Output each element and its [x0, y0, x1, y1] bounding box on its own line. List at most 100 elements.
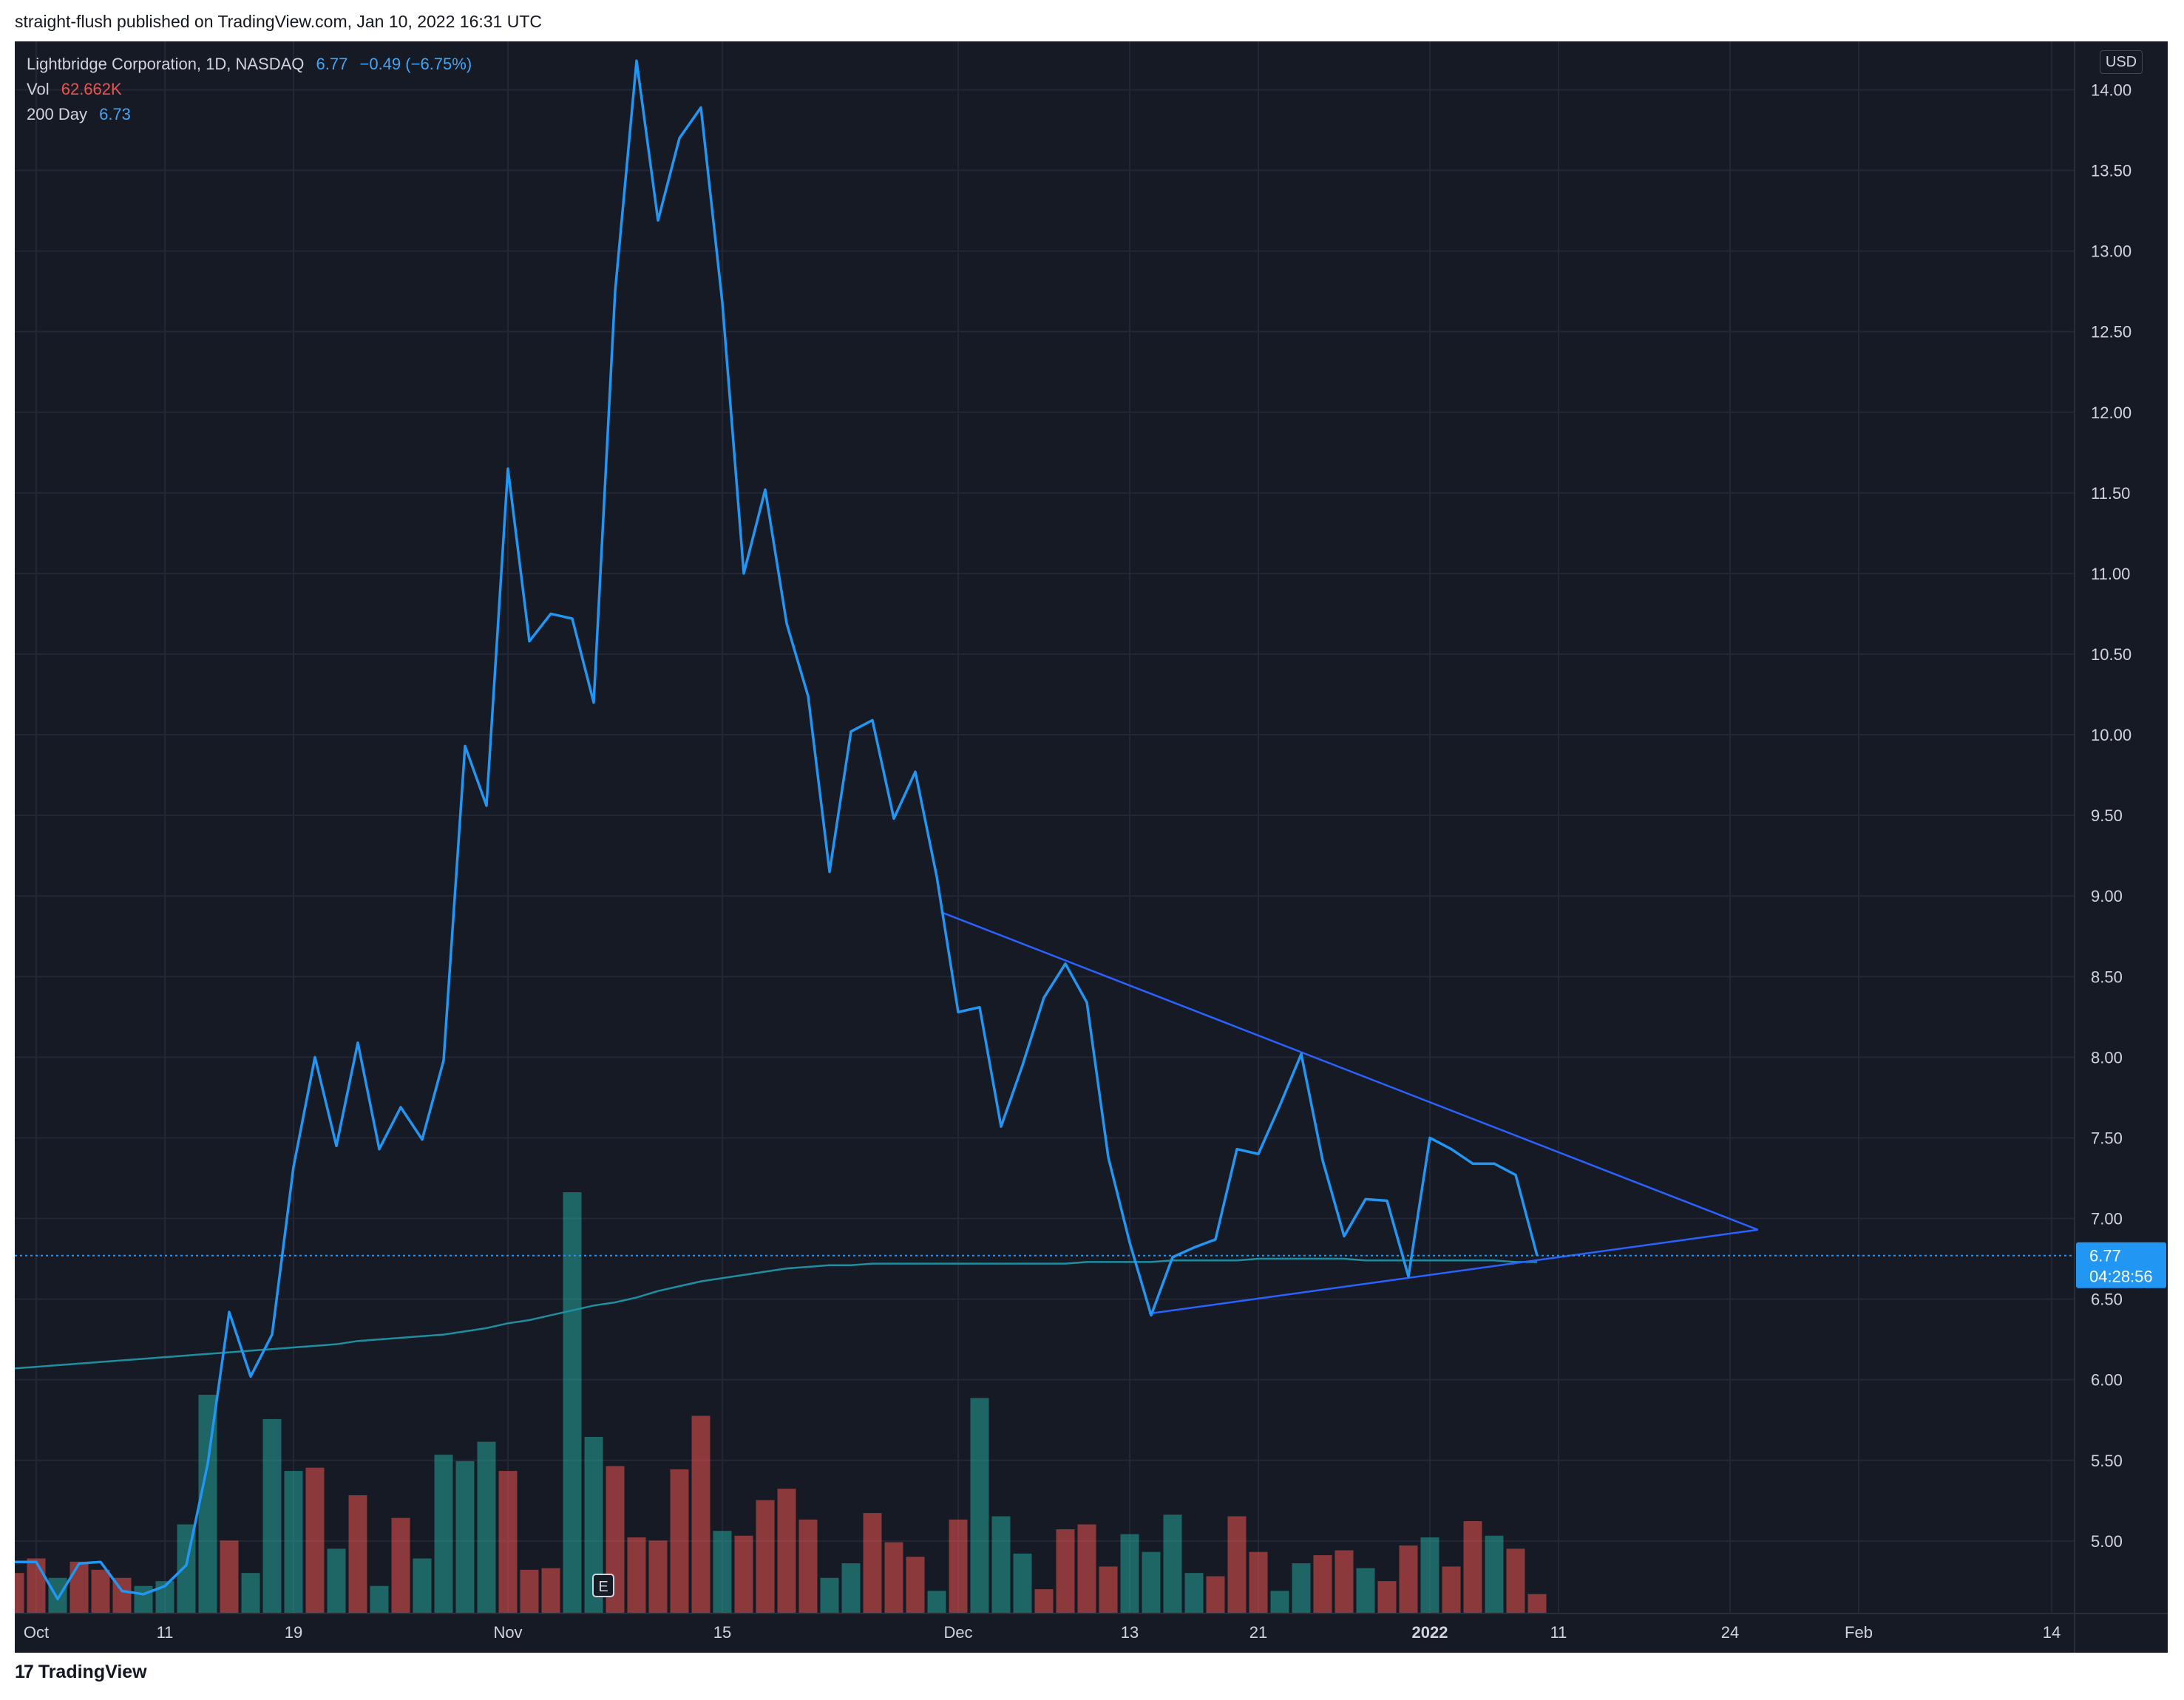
volume-bar	[434, 1455, 453, 1614]
time-tick-label: 11	[157, 1623, 174, 1642]
volume-bar	[884, 1542, 903, 1614]
time-axis[interactable]: Oct 11 19 Nov 15 Dec 13 21 2022 11 24 Feb 14	[24, 1623, 2061, 1642]
volume-bar	[863, 1513, 882, 1614]
volume-bar	[1506, 1548, 1525, 1614]
price-tick-label: 6.50	[2091, 1291, 2123, 1309]
volume-bar	[1335, 1550, 1354, 1614]
legend-ma-row: 200 Day 6.73	[27, 102, 472, 127]
tradingview-logo[interactable]: 17 TradingView	[15, 1662, 147, 1683]
volume-bar	[48, 1577, 67, 1614]
volume-bar	[1227, 1516, 1247, 1614]
volume-bar	[670, 1469, 689, 1614]
volume-bar	[198, 1395, 217, 1614]
svg-text:E: E	[598, 1579, 608, 1595]
volume-bar	[220, 1540, 239, 1614]
price-tick-label: 14.00	[2091, 81, 2132, 99]
price-tick-label: 8.50	[2091, 968, 2123, 986]
published-byline: straight-flush published on TradingView.…	[15, 12, 542, 31]
price-tick-label: 11.00	[2091, 565, 2130, 583]
volume-bar	[1013, 1553, 1032, 1614]
volume-bar	[949, 1519, 968, 1614]
volume-bar	[648, 1540, 668, 1614]
price-chart[interactable]: 14.00 13.50 13.00 12.50 12.00 11.50 11.00 10.50…	[15, 41, 2168, 1653]
legend-change: −0.49 (−6.75%)	[359, 55, 472, 73]
volume-bar	[284, 1471, 303, 1614]
volume-bar	[1442, 1566, 1461, 1614]
price-axis[interactable]: 14.00 13.50 13.00 12.50 12.00 11.50 11.00 10.50…	[2091, 81, 2132, 1550]
time-tick-label: Oct	[24, 1623, 49, 1642]
volume-bar	[391, 1517, 410, 1614]
volume-bar	[305, 1467, 325, 1614]
price-label-countdown: 04:28:56	[2089, 1268, 2153, 1286]
earnings-marker[interactable]: E	[592, 1574, 614, 1597]
legend-volume-row: Vol 62.662K	[27, 77, 472, 102]
price-tick-label: 13.50	[2091, 162, 2132, 180]
volume-bar	[1142, 1551, 1161, 1614]
tradingview-logo-mark: 17	[15, 1662, 34, 1682]
volume-bar	[1099, 1566, 1118, 1614]
price-tick-label: 6.00	[2091, 1371, 2123, 1390]
time-tick-label: 11	[1550, 1623, 1567, 1642]
volume-bar	[262, 1418, 282, 1614]
price-label-box	[2076, 1242, 2166, 1288]
chart-pane[interactable]: 14.00 13.50 13.00 12.50 12.00 11.50 11.00 10.50…	[15, 41, 2168, 1653]
time-tick-label: 14	[2043, 1623, 2061, 1642]
volume-bar	[348, 1495, 367, 1614]
volume-bar	[1120, 1534, 1139, 1614]
price-tick-label: 10.00	[2091, 726, 2132, 744]
volume-bar	[370, 1585, 389, 1614]
time-tick-label: 2022	[1412, 1623, 1448, 1642]
price-tick-label: 9.50	[2091, 806, 2123, 825]
triangle-trendlines[interactable]	[940, 911, 1759, 1315]
trendline	[1148, 1228, 1758, 1315]
volume-bar	[1184, 1573, 1204, 1614]
price-tick-label: 9.00	[2091, 887, 2123, 905]
price-tick-label: 5.00	[2091, 1532, 2123, 1551]
price-series	[15, 59, 1539, 1601]
volume-bar	[541, 1568, 560, 1614]
volume-bar	[1527, 1594, 1547, 1614]
volume-bar	[477, 1441, 496, 1614]
price-label-value: 6.77	[2089, 1247, 2121, 1265]
volume-bar	[413, 1558, 432, 1614]
currency-button[interactable]: USD	[2100, 50, 2143, 74]
volume-bar	[1206, 1576, 1225, 1614]
volume-label: Vol	[27, 80, 50, 98]
volume-bar	[91, 1569, 110, 1614]
price-tick-label: 10.50	[2091, 645, 2132, 664]
volume-bar	[1420, 1537, 1439, 1614]
volume-bar	[1077, 1524, 1096, 1614]
volume-bar	[627, 1537, 646, 1614]
volume-bar	[27, 1558, 46, 1614]
volume-bar	[241, 1573, 260, 1614]
volume-bar	[1056, 1529, 1075, 1614]
volume-bar	[498, 1471, 518, 1614]
volume-bar	[520, 1569, 539, 1614]
volume-bar	[820, 1577, 839, 1614]
volume-bar	[1163, 1514, 1182, 1614]
volume-value: 62.662K	[61, 80, 122, 98]
volume-bar	[1292, 1563, 1311, 1614]
volume-bar	[991, 1516, 1011, 1614]
volume-bar	[134, 1585, 153, 1614]
volume-bar	[1377, 1581, 1397, 1614]
time-tick-label: 15	[713, 1623, 731, 1642]
price-tick-label: 8.00	[2091, 1048, 2123, 1067]
current-price-label: 6.77 04:28:56	[2076, 1242, 2166, 1288]
volume-bar	[691, 1415, 711, 1614]
volume-bar	[1034, 1589, 1054, 1614]
volume-bar	[15, 1573, 24, 1614]
volume-bar	[798, 1519, 818, 1614]
volume-bar	[841, 1563, 861, 1614]
time-tick-label: Dec	[943, 1623, 972, 1642]
volume-bar	[1356, 1568, 1375, 1614]
time-tick-label: 13	[1121, 1623, 1139, 1642]
symbol-title: Lightbridge Corporation, 1D, NASDAQ	[27, 55, 305, 73]
chart-legend: Lightbridge Corporation, 1D, NASDAQ 6.77…	[27, 52, 472, 127]
price-tick-label: 5.50	[2091, 1452, 2123, 1470]
volume-bar	[1270, 1591, 1289, 1614]
volume-bar	[1463, 1521, 1482, 1614]
time-tick-label: 24	[1721, 1623, 1739, 1642]
volume-bar	[927, 1591, 946, 1614]
price-tick-label: 7.50	[2091, 1129, 2123, 1147]
